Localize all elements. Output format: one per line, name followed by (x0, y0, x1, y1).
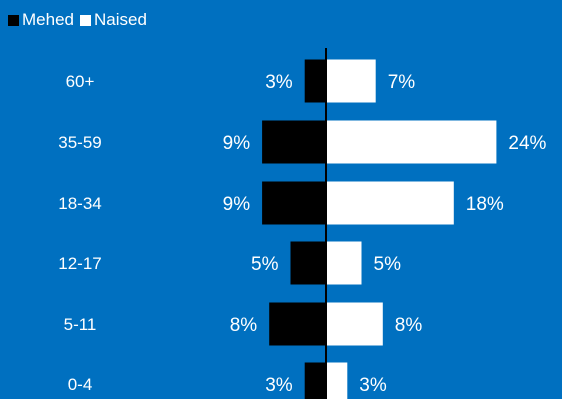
legend-swatch-naised (79, 14, 91, 26)
bar-naised-12-17 (326, 241, 362, 285)
bar-mehed-35-59 (262, 120, 326, 164)
data-label-mehed-5-11: 8% (230, 315, 258, 336)
bar-naised-0-4 (326, 362, 348, 399)
data-label-naised-18-34: 18% (466, 194, 504, 215)
data-label-mehed-35-59: 9% (223, 133, 251, 154)
category-label-18-34: 18-34 (58, 194, 101, 213)
legend-label-mehed: Mehed (22, 10, 74, 29)
data-label-mehed-12-17: 5% (251, 254, 279, 275)
category-label-35-59: 35-59 (58, 133, 101, 152)
bar-mehed-5-11 (269, 302, 326, 346)
data-label-mehed-18-34: 9% (223, 194, 251, 215)
bar-mehed-0-4 (304, 362, 326, 399)
legend-item-mehed: Mehed (8, 10, 74, 30)
bar-naised-5-11 (326, 302, 383, 346)
data-label-naised-12-17: 5% (374, 254, 402, 275)
bar-mehed-60plus (304, 59, 326, 103)
bar-naised-18-34 (326, 181, 454, 225)
category-label-12-17: 12-17 (58, 254, 101, 273)
data-label-naised-0-4: 3% (359, 375, 387, 396)
data-label-mehed-60plus: 3% (265, 72, 293, 93)
bar-mehed-18-34 (262, 181, 326, 225)
legend-label-naised: Naised (93, 10, 147, 29)
data-label-naised-5-11: 8% (395, 315, 423, 336)
data-label-naised-35-59: 24% (508, 133, 546, 154)
category-label-5-11: 5-11 (64, 315, 97, 334)
bar-naised-60plus (326, 59, 376, 103)
data-label-naised-60plus: 7% (388, 72, 416, 93)
legend: Mehed Naised (8, 10, 153, 30)
data-label-mehed-0-4: 3% (265, 375, 293, 396)
legend-swatch-mehed (8, 14, 19, 26)
legend-item-naised: Naised (79, 10, 147, 30)
bar-naised-35-59 (326, 120, 497, 164)
category-label-0-4: 0-4 (68, 375, 93, 394)
category-label-60plus: 60+ (66, 72, 95, 91)
bar-mehed-12-17 (290, 241, 326, 285)
